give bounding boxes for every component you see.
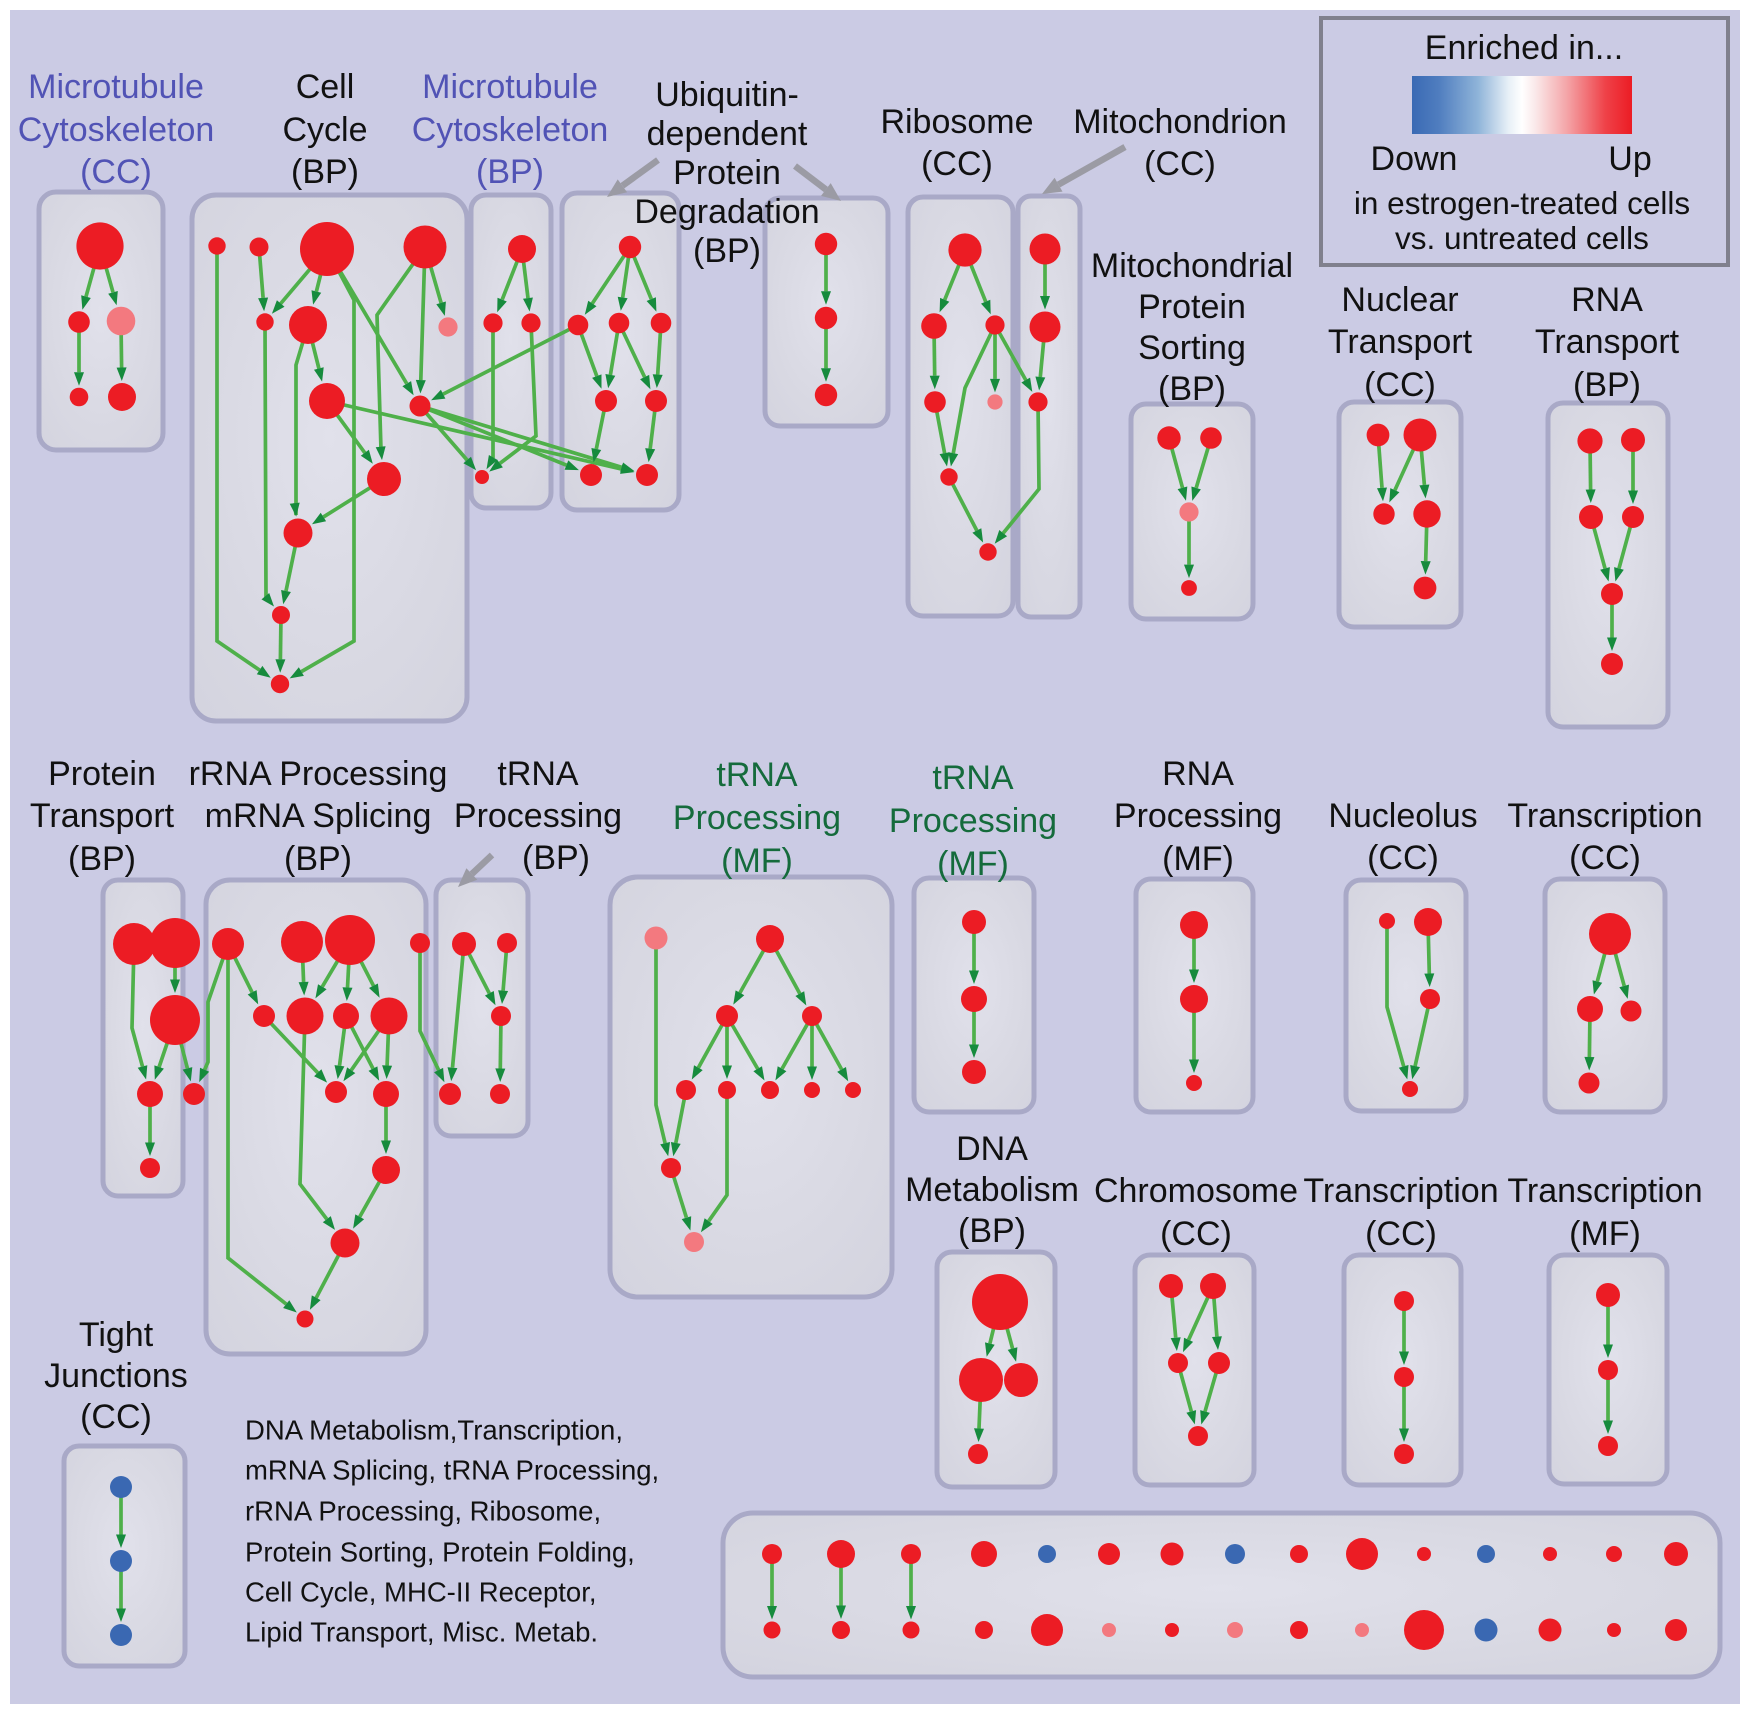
svg-text:(BP): (BP)	[1158, 370, 1226, 408]
svg-text:(BP): (BP)	[476, 153, 544, 191]
svg-text:Down: Down	[1371, 140, 1458, 178]
svg-text:(BP): (BP)	[522, 839, 590, 877]
svg-text:Junctions: Junctions	[44, 1357, 188, 1395]
svg-text:Cycle: Cycle	[282, 111, 367, 149]
svg-text:Sorting: Sorting	[1138, 329, 1246, 367]
svg-text:(MF): (MF)	[937, 845, 1009, 883]
svg-text:Protein: Protein	[673, 154, 781, 192]
svg-text:(CC): (CC)	[1160, 1215, 1232, 1253]
svg-text:Transport: Transport	[1328, 323, 1473, 361]
svg-text:Nuclear: Nuclear	[1341, 281, 1458, 319]
svg-text:Ribosome: Ribosome	[880, 103, 1033, 141]
svg-text:mRNA Splicing, tRNA Processing: mRNA Splicing, tRNA Processing,	[245, 1455, 659, 1486]
svg-text:Microtubule: Microtubule	[28, 68, 204, 106]
svg-text:(MF): (MF)	[721, 842, 793, 880]
svg-text:(CC): (CC)	[1367, 839, 1439, 877]
svg-text:(CC): (CC)	[921, 145, 993, 183]
svg-text:Microtubule: Microtubule	[422, 68, 598, 106]
svg-text:(CC): (CC)	[1144, 145, 1216, 183]
svg-text:(CC): (CC)	[80, 153, 152, 191]
svg-text:dependent: dependent	[647, 115, 808, 153]
svg-text:Transport: Transport	[30, 797, 175, 835]
svg-text:RNA: RNA	[1571, 281, 1643, 319]
svg-text:Processing: Processing	[454, 797, 622, 835]
svg-text:(CC): (CC)	[80, 1398, 152, 1436]
svg-text:Processing: Processing	[889, 802, 1057, 840]
svg-text:vs. untreated cells: vs. untreated cells	[1395, 220, 1649, 256]
svg-text:Metabolism: Metabolism	[905, 1171, 1079, 1209]
svg-text:Cell: Cell	[296, 68, 355, 106]
svg-text:Nucleolus: Nucleolus	[1328, 797, 1477, 835]
svg-text:(BP): (BP)	[291, 153, 359, 191]
svg-text:DNA Metabolism,Transcription,: DNA Metabolism,Transcription,	[245, 1415, 623, 1446]
svg-text:rRNA Processing, Ribosome,: rRNA Processing, Ribosome,	[245, 1496, 601, 1527]
svg-text:mRNA Splicing: mRNA Splicing	[205, 797, 432, 835]
svg-text:Cytoskeleton: Cytoskeleton	[18, 111, 215, 149]
svg-text:(BP): (BP)	[693, 232, 761, 270]
svg-text:Tight: Tight	[79, 1316, 154, 1354]
svg-text:RNA: RNA	[1162, 755, 1234, 793]
svg-text:(BP): (BP)	[284, 840, 352, 878]
svg-text:Ubiquitin-: Ubiquitin-	[655, 76, 799, 114]
svg-text:Up: Up	[1608, 140, 1651, 178]
svg-text:Protein: Protein	[48, 755, 156, 793]
svg-text:tRNA: tRNA	[716, 756, 798, 794]
svg-text:Processing: Processing	[673, 799, 841, 837]
svg-text:tRNA: tRNA	[932, 759, 1014, 797]
svg-text:tRNA: tRNA	[497, 755, 579, 793]
svg-text:Lipid Transport, Misc. Metab.: Lipid Transport, Misc. Metab.	[245, 1617, 598, 1648]
svg-text:in estrogen-treated cells: in estrogen-treated cells	[1354, 185, 1690, 221]
svg-text:(MF): (MF)	[1569, 1215, 1641, 1253]
svg-text:Transcription: Transcription	[1303, 1172, 1498, 1210]
svg-text:Protein Sorting, Protein Foldi: Protein Sorting, Protein Folding,	[245, 1537, 635, 1568]
svg-text:Transcription: Transcription	[1507, 797, 1702, 835]
svg-text:(MF): (MF)	[1162, 840, 1234, 878]
svg-text:Degradation: Degradation	[634, 193, 819, 231]
svg-text:Transport: Transport	[1535, 323, 1680, 361]
svg-text:rRNA Processing: rRNA Processing	[189, 755, 448, 793]
svg-text:Cell Cycle, MHC-II Receptor,: Cell Cycle, MHC-II Receptor,	[245, 1577, 596, 1608]
svg-text:Mitochondrion: Mitochondrion	[1073, 103, 1287, 141]
svg-text:(BP): (BP)	[1573, 366, 1641, 404]
svg-text:(CC): (CC)	[1569, 839, 1641, 877]
svg-text:(CC): (CC)	[1365, 1215, 1437, 1253]
svg-text:DNA: DNA	[956, 1130, 1028, 1168]
svg-text:Transcription: Transcription	[1507, 1172, 1702, 1210]
svg-text:Chromosome: Chromosome	[1094, 1172, 1298, 1210]
svg-text:Protein: Protein	[1138, 288, 1246, 326]
svg-text:Mitochondrial: Mitochondrial	[1091, 247, 1293, 285]
svg-text:(BP): (BP)	[68, 840, 136, 878]
svg-text:Cytoskeleton: Cytoskeleton	[412, 111, 609, 149]
svg-text:Enriched in...: Enriched in...	[1425, 29, 1623, 67]
svg-text:Processing: Processing	[1114, 797, 1282, 835]
svg-text:(BP): (BP)	[958, 1212, 1026, 1250]
svg-text:(CC): (CC)	[1364, 366, 1436, 404]
